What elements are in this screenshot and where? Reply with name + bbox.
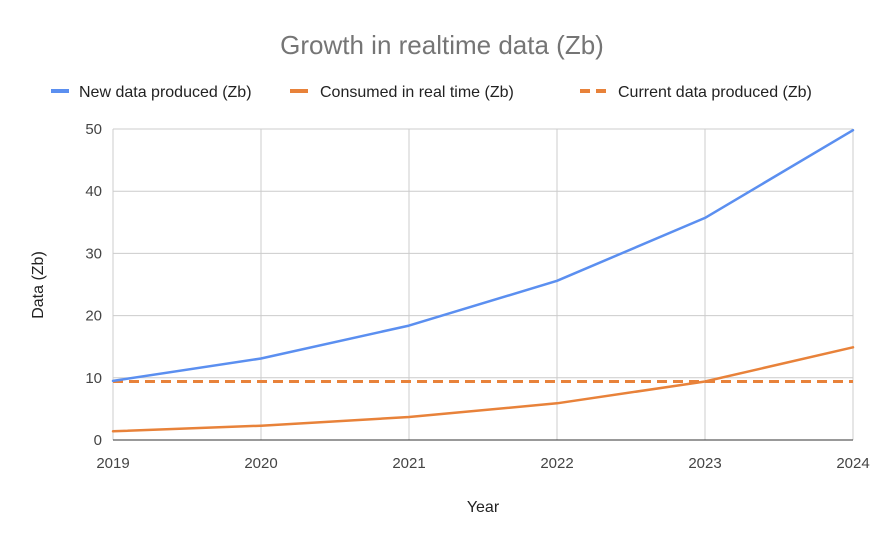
y-tick-label: 20 (85, 308, 102, 325)
legend-label-consumed-real-time: Consumed in real time (Zb) (320, 84, 514, 101)
series-line-consumed-in-real-time-zb (111, 346, 855, 433)
legend-label-new-data: New data produced (Zb) (79, 84, 252, 101)
x-tick-label: 2019 (96, 455, 129, 472)
legend-item-current-data: Current data produced (Zb) (580, 84, 812, 101)
series-lines (111, 128, 855, 433)
series-line-new-data-produced-zb (111, 128, 855, 383)
legend: New data produced (Zb) Consumed in real … (51, 84, 812, 101)
legend-item-consumed-real-time: Consumed in real time (Zb) (290, 84, 514, 101)
x-axis-ticks: 2019 2020 2021 2022 2023 2024 (96, 455, 869, 472)
y-axis-ticks: 0 10 20 30 40 50 (85, 121, 102, 449)
y-tick-label: 10 (85, 370, 102, 387)
legend-item-new-data: New data produced (Zb) (51, 84, 252, 101)
x-tick-label: 2023 (688, 455, 721, 472)
x-tick-label: 2020 (244, 455, 277, 472)
x-tick-label: 2021 (392, 455, 425, 472)
y-tick-label: 40 (85, 183, 102, 200)
y-tick-label: 0 (94, 432, 102, 449)
y-tick-label: 30 (85, 245, 102, 262)
gridlines (112, 128, 854, 441)
legend-label-current-data: Current data produced (Zb) (618, 84, 812, 101)
x-axis-title: Year (467, 499, 500, 516)
x-tick-label: 2024 (836, 455, 869, 472)
y-tick-label: 50 (85, 121, 102, 138)
x-tick-label: 2022 (540, 455, 573, 472)
chart-title: Growth in realtime data (Zb) (280, 30, 604, 60)
y-axis-title: Data (Zb) (30, 251, 47, 319)
